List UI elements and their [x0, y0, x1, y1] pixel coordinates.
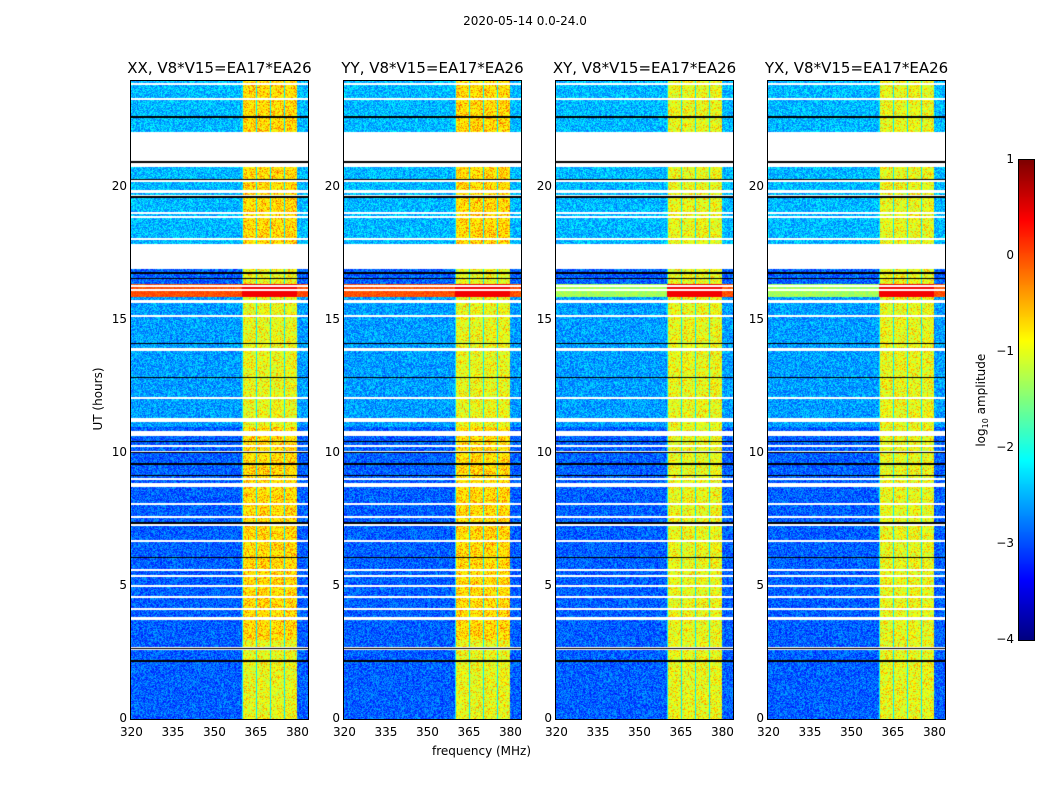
- spectrogram-panel: [556, 81, 733, 719]
- x-tick-label: 320: [757, 725, 780, 739]
- y-tick-label: 20: [748, 179, 764, 194]
- x-tick-label: 365: [881, 725, 905, 739]
- y-tick-label: 10: [536, 445, 552, 460]
- y-tick-label: 0: [756, 711, 764, 725]
- colorbar-tick-label: −4: [996, 632, 1014, 646]
- y-tick-label: 10: [324, 445, 340, 460]
- y-tick-label: 15: [111, 312, 127, 327]
- colorbar-tick-label: −3: [996, 536, 1014, 550]
- y-tick-label: 20: [536, 179, 552, 194]
- panel-title: YY, V8*V15=EA17*EA26: [341, 59, 524, 77]
- x-tick-label: 350: [202, 725, 226, 739]
- y-tick-label: 5: [119, 578, 127, 593]
- x-tick-label: 365: [669, 725, 693, 739]
- spectrogram-panel: [131, 81, 308, 719]
- y-tick-label: 0: [332, 711, 340, 725]
- colorbar-tick-label: 0: [1006, 248, 1014, 262]
- spectrogram-panel: [768, 81, 945, 719]
- panel-title: YX, V8*V15=EA17*EA26: [764, 59, 949, 77]
- x-tick-label: 320: [120, 725, 143, 739]
- y-tick-label: 0: [119, 711, 127, 725]
- x-tick-label: 380: [710, 725, 734, 739]
- colorbar-tick-label: 1: [1006, 152, 1014, 166]
- x-tick-label: 335: [798, 725, 822, 739]
- x-tick-label: 335: [586, 725, 610, 739]
- colorbar-tick-label: −2: [996, 440, 1014, 454]
- x-tick-label: 335: [161, 725, 185, 739]
- x-axis-label: frequency (MHz): [432, 744, 532, 758]
- y-tick-label: 20: [111, 179, 127, 194]
- colorbar: [1019, 160, 1034, 640]
- x-tick-label: 335: [374, 725, 398, 739]
- y-tick-label: 0: [544, 711, 552, 725]
- y-tick-label: 20: [324, 179, 340, 194]
- x-tick-label: 350: [415, 725, 439, 739]
- panel-title: XX, V8*V15=EA17*EA26: [127, 59, 312, 77]
- x-tick-label: 350: [839, 725, 863, 739]
- y-tick-label: 5: [756, 578, 764, 593]
- x-tick-label: 320: [333, 725, 356, 739]
- x-tick-label: 320: [545, 725, 568, 739]
- x-tick-label: 350: [627, 725, 651, 739]
- y-tick-label: 5: [544, 578, 552, 593]
- x-tick-label: 365: [457, 725, 481, 739]
- y-axis-label: UT (hours): [91, 367, 105, 431]
- x-tick-label: 380: [922, 725, 946, 739]
- colorbar-label: log10 amplitude: [973, 353, 991, 447]
- figure-title: 2020-05-14 0.0-24.0: [463, 14, 587, 28]
- y-tick-label: 10: [748, 445, 764, 460]
- x-tick-label: 365: [244, 725, 268, 739]
- colorbar-tick-label: −1: [996, 344, 1014, 358]
- x-tick-label: 380: [285, 725, 309, 739]
- y-tick-label: 15: [536, 312, 552, 327]
- y-tick-label: 10: [111, 445, 127, 460]
- y-tick-label: 15: [748, 312, 764, 327]
- x-tick-label: 380: [498, 725, 522, 739]
- y-tick-label: 5: [332, 578, 340, 593]
- y-tick-label: 15: [324, 312, 340, 327]
- spectrogram-panel: [344, 81, 521, 719]
- panel-title: XY, V8*V15=EA17*EA26: [552, 59, 737, 77]
